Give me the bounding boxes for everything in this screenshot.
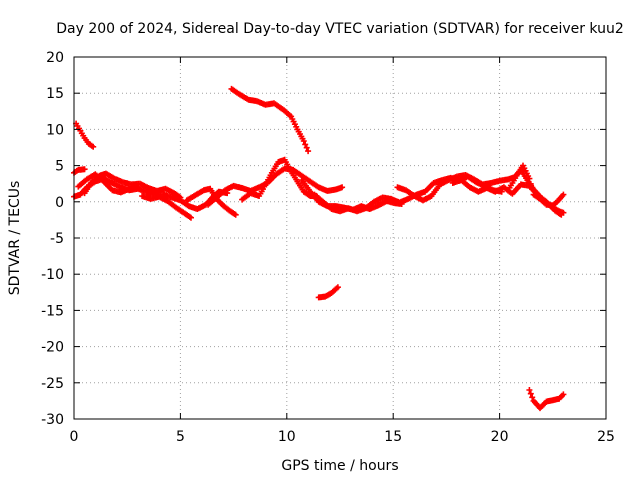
x-tick-label: 10 <box>278 429 296 445</box>
data-point <box>134 184 141 191</box>
axis-ticks <box>73 56 607 420</box>
series-arc-17 <box>526 387 567 412</box>
series-arc-2 <box>71 166 88 176</box>
series-arc-7 <box>183 185 239 218</box>
data-point <box>527 390 534 397</box>
data-point <box>303 144 310 151</box>
series-arc-13 <box>315 284 341 301</box>
data-point <box>529 186 536 193</box>
y-tick-label: -5 <box>50 231 64 247</box>
series-arc-6 <box>139 193 194 221</box>
data-point <box>188 214 194 221</box>
data-point <box>526 387 533 393</box>
x-axis-label: GPS time / hours <box>281 458 398 474</box>
y-tick-label: -30 <box>41 412 64 428</box>
y-tick-label: 20 <box>46 50 64 66</box>
data-point <box>339 184 346 191</box>
y-tick-label: -10 <box>41 267 64 283</box>
y-tick-label: -25 <box>41 376 64 392</box>
y-tick-label: -20 <box>41 340 64 356</box>
series-arc-4 <box>81 170 184 201</box>
series-arc-5 <box>75 171 141 196</box>
y-axis-label: SDTVAR / TECUs <box>7 181 23 296</box>
data-point <box>305 148 312 155</box>
data-point <box>334 284 341 291</box>
data-point <box>560 191 567 198</box>
data-point <box>232 211 239 218</box>
axis-tick-labels: 0 5 10 15 20 25 -30 -25 -20 -15 -10 -5 0 5 10 15 20 <box>41 50 615 445</box>
series-arc-16 <box>505 162 567 209</box>
data-point <box>558 211 565 218</box>
y-tick-label: 15 <box>46 86 64 102</box>
data-point <box>302 141 309 148</box>
x-tick-label: 0 <box>70 429 79 445</box>
data-point <box>81 166 88 173</box>
x-tick-label: 25 <box>597 429 615 445</box>
x-tick-label: 5 <box>176 429 185 445</box>
data-point <box>527 180 534 187</box>
data-point <box>90 143 97 150</box>
x-tick-label: 20 <box>491 429 509 445</box>
data-point <box>526 175 533 182</box>
y-tick-label: -15 <box>41 303 64 319</box>
data-point <box>300 138 307 144</box>
series-arc-14 <box>394 166 567 216</box>
data-markers <box>71 85 567 412</box>
data-point <box>560 391 567 398</box>
x-tick-label: 15 <box>384 429 402 445</box>
y-tick-label: 0 <box>55 195 64 211</box>
chart-title: Day 200 of 2024, Sidereal Day-to-day VTE… <box>56 21 624 37</box>
y-tick-label: 10 <box>46 122 64 138</box>
data-point <box>529 394 536 401</box>
y-tick-label: 5 <box>55 159 64 175</box>
series-arc-10 <box>228 85 312 155</box>
data-point <box>177 194 184 201</box>
